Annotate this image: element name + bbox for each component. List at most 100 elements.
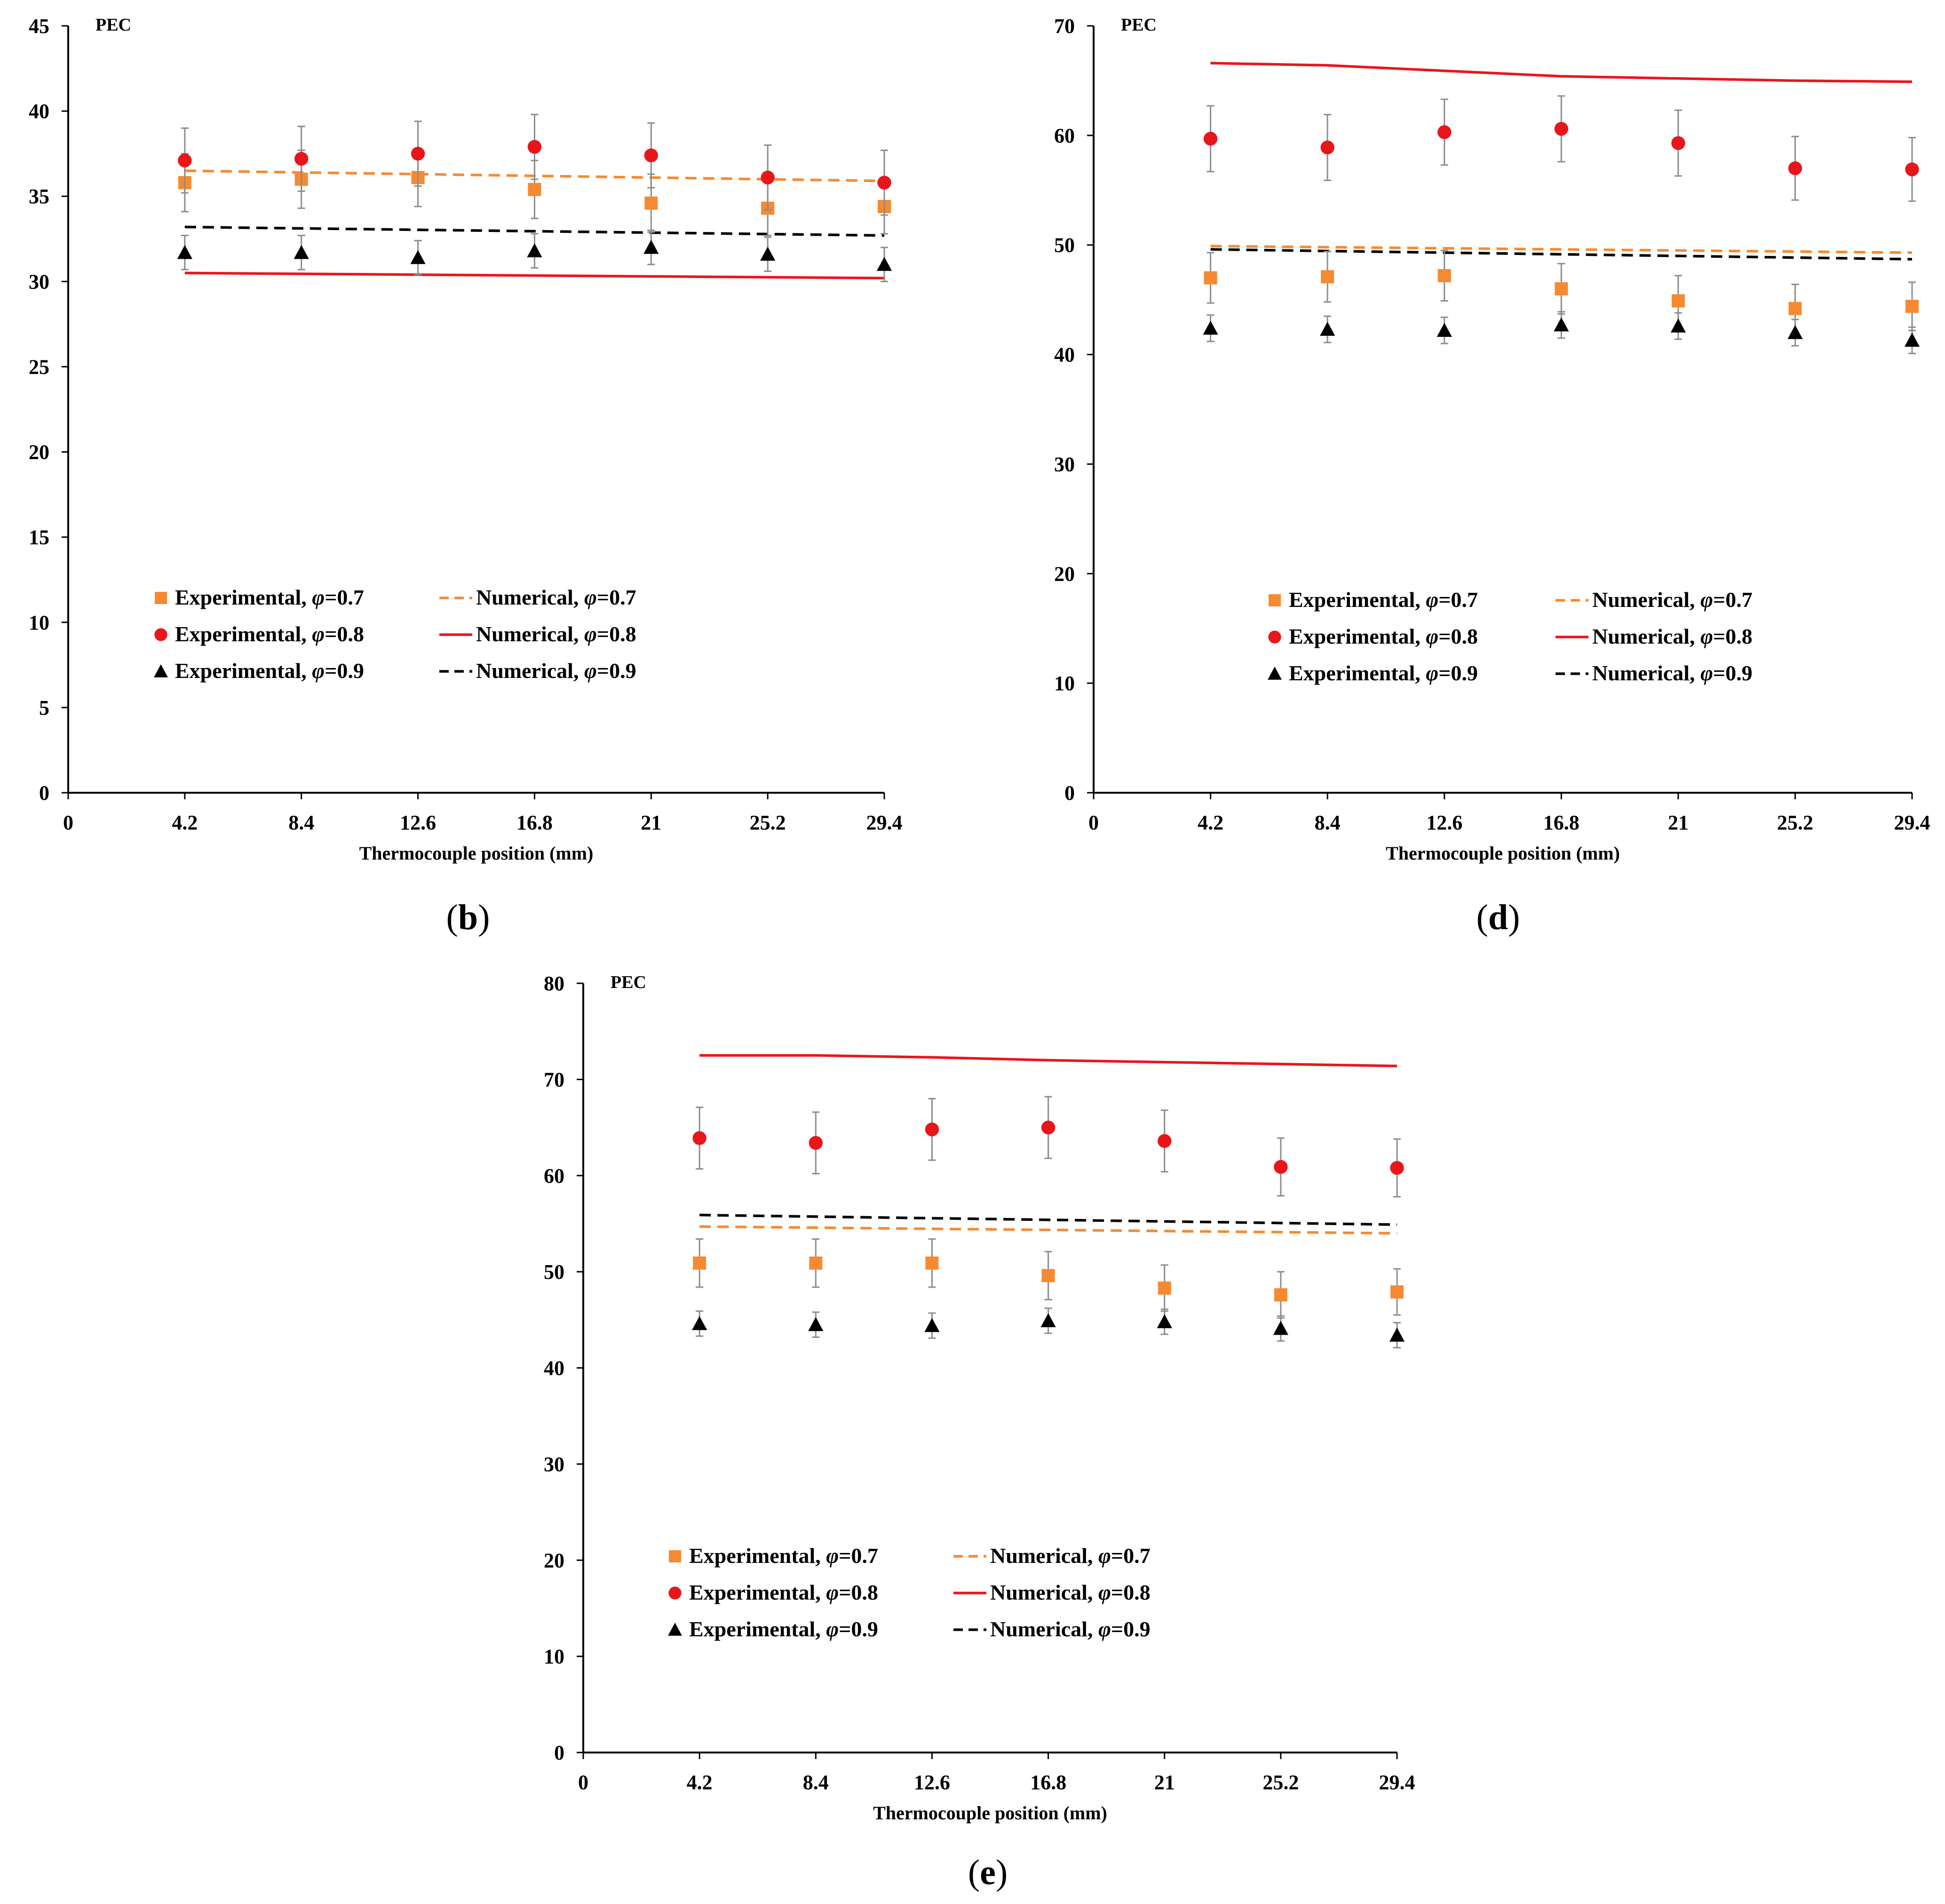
y-tick-label: 50	[544, 1260, 564, 1283]
y-tick-label: 20	[1054, 562, 1075, 585]
data-point	[808, 1317, 824, 1331]
data-point	[877, 175, 891, 190]
x-tick-label: 25.2	[1262, 1771, 1299, 1794]
y-tick-label: 70	[544, 1068, 564, 1091]
legend-label: Numerical, φ=0.8	[476, 622, 636, 646]
data-point	[1904, 333, 1920, 347]
x-tick-label: 29.4	[1894, 811, 1930, 834]
legend-marker	[1268, 667, 1282, 680]
data-point	[411, 146, 425, 161]
x-tick-label: 25.2	[750, 811, 786, 834]
y-tick-label: 40	[1054, 343, 1075, 366]
data-point	[693, 1256, 707, 1270]
legend-label: Numerical, φ=0.8	[990, 1580, 1151, 1604]
chart-panel-d: 0 10 20 30 40 50 60 70 0 4.2 8.4 12.6 16.8 21 25.2 29.4…	[1054, 15, 1930, 937]
y-axis-title: PEC	[1121, 15, 1157, 35]
legend-label: Experimental, φ=0.9	[175, 659, 364, 683]
y-tick-label: 80	[544, 972, 564, 995]
data-point	[1320, 140, 1334, 155]
data-point	[692, 1316, 707, 1330]
legend-label: Experimental, φ=0.7	[1289, 588, 1478, 612]
data-point	[1041, 1269, 1055, 1283]
y-tick-label: 30	[544, 1453, 564, 1476]
x-axis-title: Thermocouple position (mm)	[1386, 843, 1620, 864]
chart-panel-e: 0 10 20 30 40 50 60 70 80 0 4.2 8.4 12.6 16.8 21 25.2 29…	[544, 972, 1415, 1892]
x-tick-label: 29.4	[1379, 1771, 1415, 1794]
y-axis-title: PEC	[611, 972, 646, 992]
x-axis-title: Thermocouple position (mm)	[359, 843, 594, 864]
y-tick-label: 40	[29, 100, 49, 123]
x-tick-label: 12.6	[1426, 811, 1462, 834]
legend-marker	[155, 592, 167, 604]
data-point	[1554, 122, 1568, 136]
y-tick-label: 50	[1054, 234, 1075, 257]
data-point	[1788, 161, 1802, 175]
data-point	[760, 247, 776, 261]
y-tick-label: 10	[1054, 672, 1075, 695]
y-tick-label: 30	[1054, 453, 1075, 476]
legend: Experimental, φ=0.7 Experimental, φ=0.8 Ex…	[668, 1544, 1151, 1641]
series-markers-1	[178, 113, 891, 216]
data-point	[1437, 269, 1451, 282]
data-point	[1437, 323, 1452, 337]
data-point	[1321, 270, 1334, 284]
data-point	[1788, 302, 1802, 315]
legend-label: Numerical, φ=0.9	[990, 1617, 1151, 1641]
legend-marker	[668, 1586, 682, 1600]
y-tick-label: 25	[29, 355, 49, 378]
data-point	[1390, 1285, 1404, 1299]
y-tick-label: 45	[29, 15, 49, 38]
legend-marker	[154, 664, 168, 677]
data-point	[643, 239, 659, 254]
x-tick-label: 8.4	[803, 1771, 829, 1794]
series-markers-0	[693, 1238, 1404, 1319]
y-tick-label: 15	[29, 526, 49, 549]
data-point	[1670, 318, 1686, 333]
data-point	[528, 183, 541, 196]
x-tick-label: 16.8	[1543, 811, 1580, 834]
panel-label: (e)	[968, 1853, 1008, 1892]
legend-marker	[1269, 594, 1281, 606]
legend-marker	[669, 1550, 681, 1562]
x-tick-label: 25.2	[1777, 811, 1813, 834]
legend-label: Numerical, φ=0.9	[1592, 661, 1753, 685]
y-tick-label: 60	[1054, 124, 1075, 147]
y-tick-label: 70	[1054, 15, 1075, 38]
x-tick-label: 21	[1154, 1771, 1175, 1794]
series-line-3	[1210, 245, 1913, 254]
data-point	[527, 140, 542, 154]
data-point	[1390, 1161, 1404, 1175]
x-tick-label: 0	[63, 811, 73, 834]
data-point	[1204, 271, 1217, 285]
y-axis-title: PEC	[95, 15, 131, 35]
series-markers-2	[1203, 311, 1920, 354]
data-point	[1274, 1288, 1287, 1302]
y-tick-label: 20	[544, 1549, 564, 1572]
data-point	[809, 1256, 823, 1270]
chart-panel-b: 0 5 10 15 20 25 30 35 40 45 0 4.2 8.4 12.6 16.8 21 25.2 2…	[29, 15, 903, 937]
legend-label: Experimental, φ=0.7	[689, 1544, 878, 1568]
x-tick-label: 4.2	[172, 811, 198, 834]
legend-label: Numerical, φ=0.7	[990, 1544, 1151, 1568]
y-tick-label: 20	[29, 441, 49, 464]
data-point	[761, 170, 775, 185]
x-tick-label: 29.4	[866, 811, 903, 834]
legend: Experimental, φ=0.7 Experimental, φ=0.8 Ex…	[1268, 588, 1753, 685]
x-tick-label: 21	[641, 811, 661, 834]
data-point	[925, 1122, 939, 1137]
data-point	[644, 196, 658, 210]
data-point	[809, 1136, 823, 1150]
data-point	[410, 250, 426, 264]
data-point	[924, 1318, 940, 1332]
y-tick-label: 10	[544, 1645, 564, 1668]
y-tick-label: 0	[554, 1741, 564, 1764]
data-point	[177, 245, 192, 259]
data-point	[1671, 136, 1685, 150]
series-markers-2	[177, 230, 892, 282]
legend-label: Numerical, φ=0.7	[476, 585, 636, 609]
data-point	[1158, 1281, 1171, 1295]
data-point	[1555, 282, 1568, 295]
x-tick-label: 4.2	[687, 1771, 713, 1794]
series-markers-1	[1203, 95, 1919, 202]
legend-marker	[154, 628, 167, 641]
